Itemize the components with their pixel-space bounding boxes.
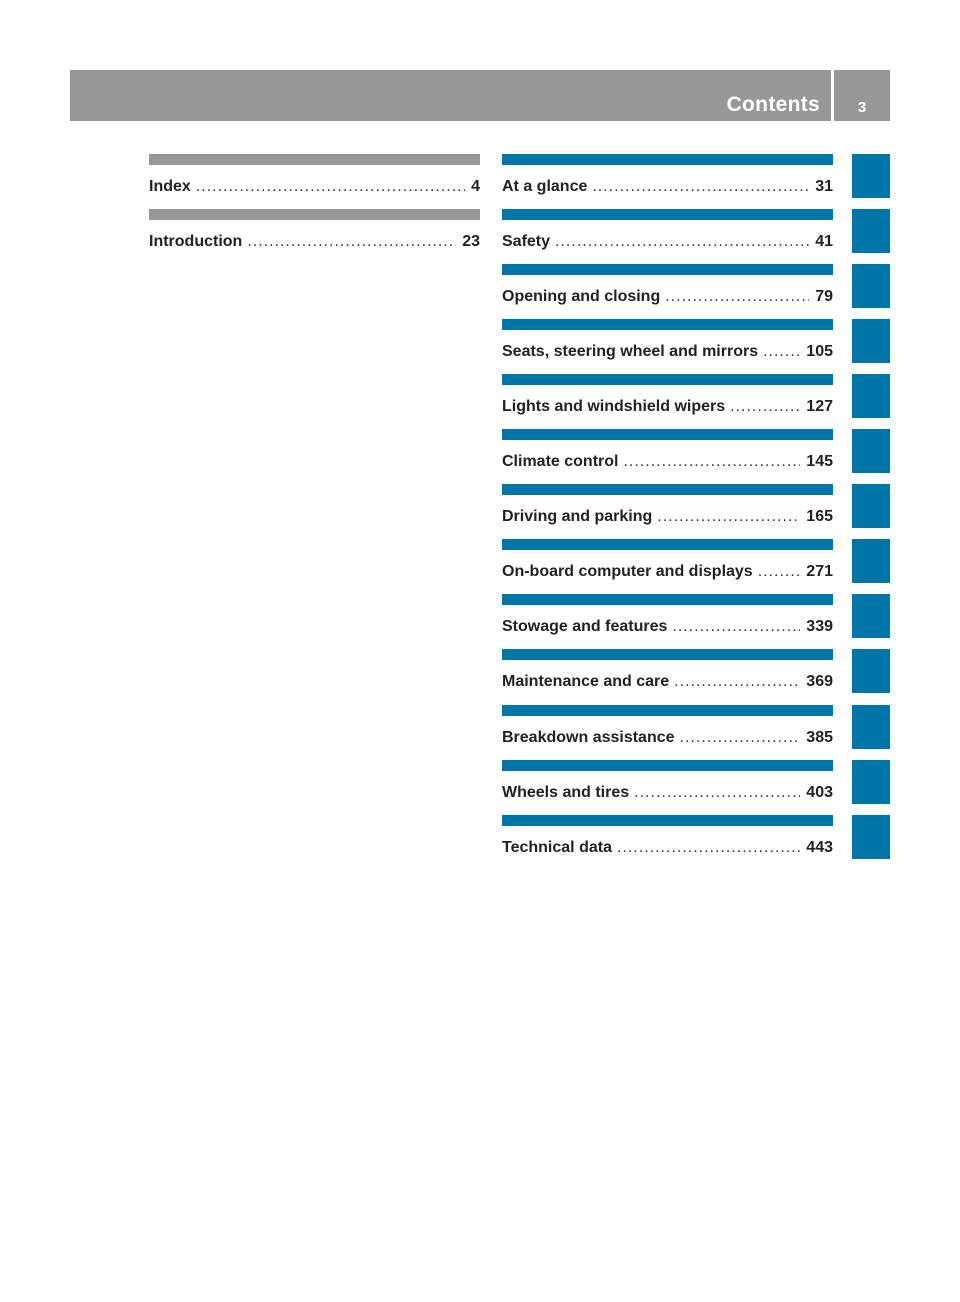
header-divider — [831, 70, 834, 121]
toc-entry-label: Technical data — [502, 839, 612, 856]
toc-entry-page: 79 — [815, 288, 833, 305]
chapter-tab[interactable] — [852, 594, 890, 638]
chapter-tab[interactable] — [852, 484, 890, 528]
toc-entry-label: Lights and windshield wipers — [502, 398, 726, 415]
section-bar — [502, 539, 833, 550]
toc-entry-page: 165 — [806, 508, 833, 525]
toc-entry-page: 339 — [806, 618, 833, 635]
dot-leader: ........................................… — [634, 784, 800, 801]
dot-leader: ........................................… — [763, 343, 801, 360]
section-bar — [502, 705, 833, 716]
page-number: 3 — [857, 99, 867, 116]
toc-entry-label: Opening and closing — [502, 288, 661, 305]
section-bar — [149, 154, 480, 165]
page-title: Contents — [726, 93, 820, 116]
toc-entry-label: Safety — [502, 233, 551, 250]
toc-entry-label: At a glance — [502, 178, 588, 195]
dot-leader: ........................................… — [592, 178, 810, 195]
section-bar — [502, 374, 833, 385]
toc-entry-label: Introduction — [149, 233, 243, 250]
section-bar — [502, 319, 833, 330]
dot-leader: ........................................… — [757, 563, 801, 580]
toc-entry-lights-and-wipers[interactable]: Lights and windshield wipers ...........… — [502, 374, 833, 424]
toc-entry-label: Wheels and tires — [502, 784, 630, 801]
toc-entry-at-a-glance[interactable]: At a glance ............................… — [502, 154, 833, 204]
section-bar — [502, 429, 833, 440]
chapter-tab[interactable] — [852, 760, 890, 804]
toc-entry-technical-data[interactable]: Technical data .........................… — [502, 815, 833, 865]
dot-leader: ........................................… — [730, 398, 801, 415]
section-bar — [502, 760, 833, 771]
chapter-tab[interactable] — [852, 154, 890, 198]
section-bar — [149, 209, 480, 220]
toc-entry-label: Breakdown assistance — [502, 729, 675, 746]
section-bar — [502, 594, 833, 605]
toc-entry-safety[interactable]: Safety .................................… — [502, 209, 833, 259]
toc-entry-label: Maintenance and care — [502, 673, 670, 690]
chapter-tab[interactable] — [852, 264, 890, 308]
toc-entry-onboard-computer[interactable]: On-board computer and displays .........… — [502, 539, 833, 589]
toc-entry-label: On-board computer and displays — [502, 563, 753, 580]
dot-leader: ........................................… — [674, 673, 800, 690]
toc-entry-opening-and-closing[interactable]: Opening and closing ....................… — [502, 264, 833, 314]
toc-entry-seats-steering-mirrors[interactable]: Seats, steering wheel and mirrors ......… — [502, 319, 833, 369]
dot-leader: ........................................… — [247, 233, 456, 250]
toc-entry-page: 41 — [815, 233, 833, 250]
toc-entry-maintenance-and-care[interactable]: Maintenance and care ...................… — [502, 649, 833, 699]
dot-leader: ........................................… — [672, 618, 800, 635]
chapter-tab[interactable] — [852, 319, 890, 363]
toc-entry-page: 31 — [815, 178, 833, 195]
toc-entry-page: 369 — [806, 673, 833, 690]
section-bar — [502, 209, 833, 220]
dot-leader: ........................................… — [657, 508, 801, 525]
section-bar — [502, 815, 833, 826]
toc-entry-page: 271 — [806, 563, 833, 580]
toc-entry-page: 105 — [806, 343, 833, 360]
page-header: Contents 3 — [70, 70, 890, 121]
toc-entry-stowage-and-features[interactable]: Stowage and features ...................… — [502, 594, 833, 644]
toc-entry-breakdown-assistance[interactable]: Breakdown assistance ...................… — [502, 705, 833, 755]
toc-entry-page: 127 — [806, 398, 833, 415]
section-bar — [502, 649, 833, 660]
toc-entry-label: Seats, steering wheel and mirrors — [502, 343, 759, 360]
toc-entry-page: 443 — [806, 839, 833, 856]
toc-entry-label: Index — [149, 178, 191, 195]
chapter-tab[interactable] — [852, 815, 890, 859]
toc-entry-page: 23 — [462, 233, 480, 250]
dot-leader: ........................................… — [195, 178, 465, 195]
toc-entry-page: 403 — [806, 784, 833, 801]
chapter-tab[interactable] — [852, 374, 890, 418]
chapter-tab[interactable] — [852, 539, 890, 583]
chapter-tab[interactable] — [852, 209, 890, 253]
toc-entry-label: Climate control — [502, 453, 619, 470]
section-bar — [502, 154, 833, 165]
toc-entry-introduction[interactable]: Introduction ...........................… — [149, 209, 480, 259]
dot-leader: ........................................… — [665, 288, 810, 305]
toc-entry-page: 4 — [471, 178, 480, 195]
toc-entry-driving-and-parking[interactable]: Driving and parking ....................… — [502, 484, 833, 534]
toc-entry-wheels-and-tires[interactable]: Wheels and tires .......................… — [502, 760, 833, 810]
toc-entry-climate-control[interactable]: Climate control ........................… — [502, 429, 833, 479]
dot-leader: ........................................… — [679, 729, 801, 746]
toc-entry-label: Driving and parking — [502, 508, 653, 525]
dot-leader: ........................................… — [616, 839, 800, 856]
toc-entry-index[interactable]: Index ..................................… — [149, 154, 480, 204]
toc-entry-page: 385 — [806, 729, 833, 746]
dot-leader: ........................................… — [623, 453, 800, 470]
chapter-tab[interactable] — [852, 649, 890, 693]
dot-leader: ........................................… — [555, 233, 809, 250]
chapter-tab[interactable] — [852, 429, 890, 473]
section-bar — [502, 484, 833, 495]
chapter-tab[interactable] — [852, 705, 890, 749]
section-bar — [502, 264, 833, 275]
toc-entry-page: 145 — [806, 453, 833, 470]
toc-entry-label: Stowage and features — [502, 618, 668, 635]
